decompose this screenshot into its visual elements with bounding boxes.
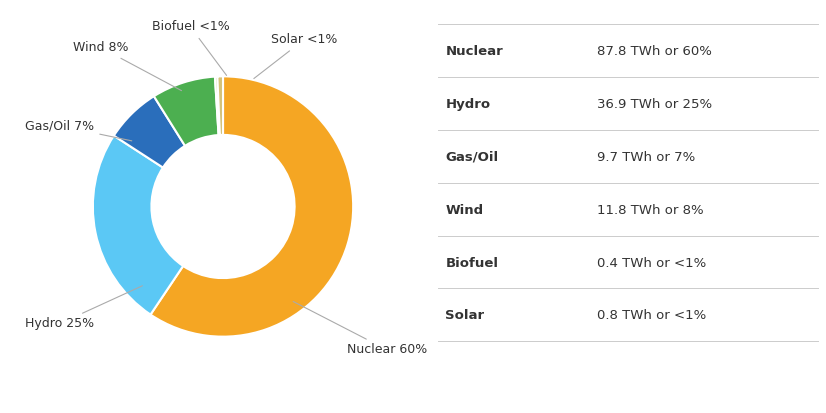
Wedge shape (114, 96, 185, 168)
Text: 11.8 TWh or 8%: 11.8 TWh or 8% (597, 204, 704, 217)
Wedge shape (154, 76, 219, 146)
Text: Wind: Wind (445, 204, 483, 217)
Wedge shape (217, 76, 223, 135)
Text: 0.4 TWh or <1%: 0.4 TWh or <1% (597, 256, 706, 270)
Text: Solar: Solar (445, 309, 485, 323)
Text: 0.8 TWh or <1%: 0.8 TWh or <1% (597, 309, 706, 323)
Text: Biofuel <1%: Biofuel <1% (152, 20, 230, 76)
Wedge shape (150, 76, 354, 337)
Wedge shape (93, 135, 183, 315)
Text: 9.7 TWh or 7%: 9.7 TWh or 7% (597, 151, 695, 164)
Text: Nuclear 60%: Nuclear 60% (293, 301, 427, 356)
Text: Gas/Oil: Gas/Oil (445, 151, 499, 164)
Text: 87.8 TWh or 60%: 87.8 TWh or 60% (597, 45, 712, 58)
Text: Solar <1%: Solar <1% (254, 33, 337, 78)
Text: Nuclear: Nuclear (445, 45, 503, 58)
Wedge shape (215, 76, 220, 135)
Text: Wind 8%: Wind 8% (74, 41, 182, 90)
Text: Gas/Oil 7%: Gas/Oil 7% (25, 119, 132, 141)
Text: Hydro: Hydro (445, 98, 491, 111)
Text: Biofuel: Biofuel (445, 256, 498, 270)
Text: 36.9 TWh or 25%: 36.9 TWh or 25% (597, 98, 713, 111)
Text: Hydro 25%: Hydro 25% (25, 286, 142, 330)
